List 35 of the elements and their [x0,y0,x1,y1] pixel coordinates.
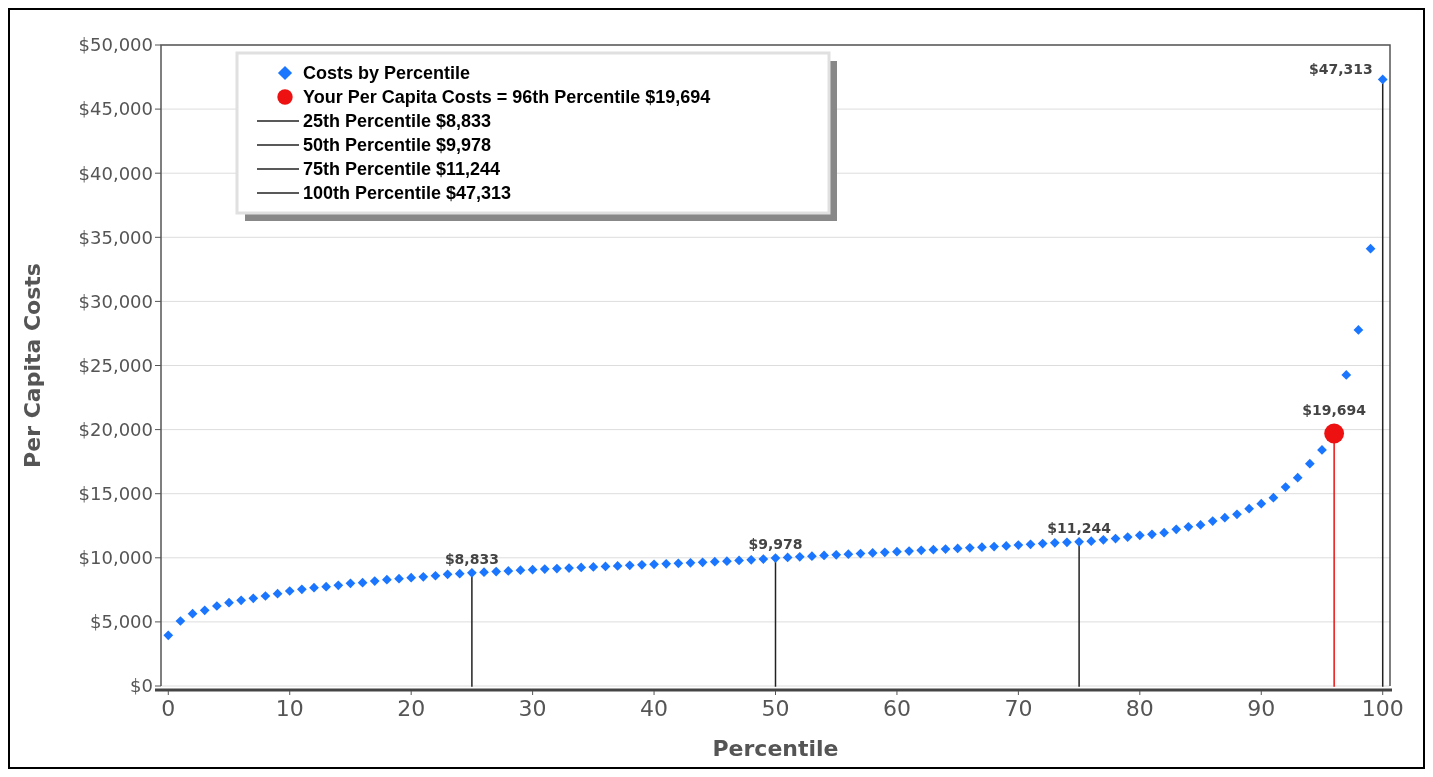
y-tick-label: $15,000 [78,483,153,504]
y-tick-label: $50,000 [78,34,153,56]
x-tick-label: 40 [640,696,669,721]
legend-label: 75th Percentile $11,244 [303,159,501,180]
legend-label: 50th Percentile $9,978 [303,135,492,156]
y-axis-title: Per Capita Costs [20,263,45,468]
x-tick-label: 80 [1125,696,1154,721]
y-tick-label: $5,000 [90,611,153,633]
x-tick-label: 100 [1361,696,1404,721]
x-tick-label: 90 [1247,696,1276,721]
annotation: $47,313 [1308,61,1373,78]
legend-label: 100th Percentile $47,313 [303,183,512,204]
legend-label: Costs by Percentile [303,63,471,84]
y-tick-label: $45,000 [78,98,153,120]
annotation: $8,833 [444,550,499,567]
x-tick-label: 50 [761,696,790,721]
legend-label: 25th Percentile $8,833 [303,111,492,132]
y-tick-label: $10,000 [78,547,153,569]
x-tick-label: 70 [1004,696,1033,721]
x-tick-label: 60 [882,696,911,721]
annotation: $11,244 [1047,519,1112,536]
y-tick-label: $35,000 [78,226,153,248]
annotation: $9,978 [748,536,803,553]
x-tick-label: 20 [397,696,426,721]
legend-label: Your Per Capita Costs = 96th Percentile $19,694 [303,87,711,108]
y-tick-label: $30,000 [78,290,153,312]
x-axis-title: Percentile [712,736,839,761]
x-tick-label: 30 [518,696,547,721]
y-tick-label: $20,000 [78,418,153,440]
y-tick-label: $40,000 [78,162,153,184]
x-tick-label: 0 [161,696,176,721]
y-tick-label: $0 [130,675,153,697]
x-tick-label: 10 [275,696,304,721]
annotation: $19,694 [1302,401,1367,418]
y-tick-label: $25,000 [78,354,153,376]
